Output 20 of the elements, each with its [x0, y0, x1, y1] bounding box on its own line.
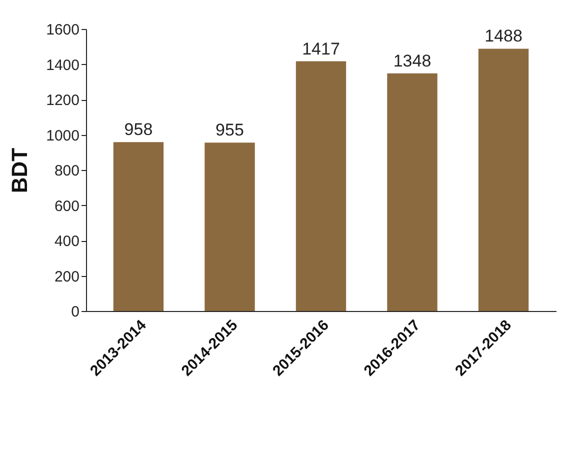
y-tick-label: 800: [54, 162, 80, 180]
y-axis-title: BDT: [7, 147, 32, 194]
y-tick-label: 400: [54, 233, 80, 250]
y-tick-label: 600: [54, 198, 80, 215]
y-tick-label: 1400: [46, 56, 80, 74]
y-tick-label: 1200: [46, 92, 80, 109]
bar: [478, 48, 529, 311]
y-tick-label: 200: [54, 268, 80, 286]
bar: [204, 142, 255, 311]
y-tick-label: 1000: [46, 127, 80, 144]
bar: [296, 61, 346, 311]
data-label: 958: [124, 120, 153, 140]
data-label: 1348: [393, 51, 432, 70]
data-label: 1488: [484, 26, 522, 46]
y-tick-label: 0: [71, 304, 80, 320]
bar: [387, 73, 438, 311]
bar: [113, 142, 164, 311]
y-tick-label: 1600: [46, 22, 80, 38]
data-label: 1417: [302, 39, 340, 58]
data-label: 955: [216, 120, 244, 140]
